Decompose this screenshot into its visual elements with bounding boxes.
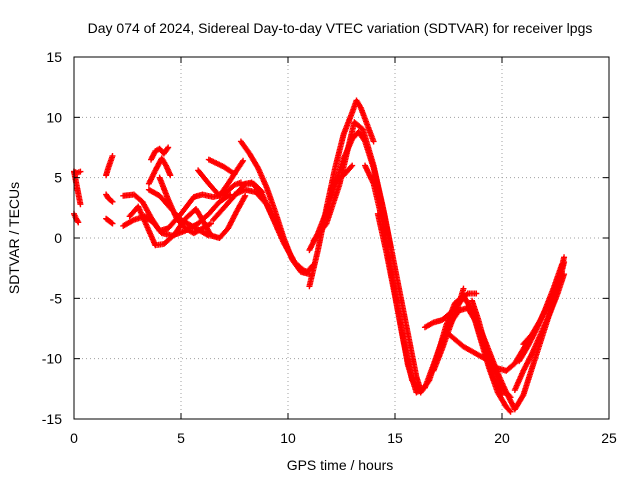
y-tick-label: 5 (54, 170, 62, 186)
data-point-2005 (507, 408, 514, 415)
data-point-1468 (348, 163, 355, 170)
data-point-55 (109, 198, 116, 205)
x-tick-label: 10 (280, 430, 296, 446)
data-point-27 (74, 218, 81, 225)
data-point-47 (109, 152, 116, 159)
grid-lines (74, 57, 609, 419)
data-point-471 (204, 231, 211, 238)
data-point-62 (109, 220, 116, 227)
data-point-527 (207, 220, 214, 227)
data-point-54 (108, 197, 115, 204)
y-tick-label: 10 (46, 109, 62, 125)
chart-title: Day 074 of 2024, Sidereal Day-to-day VTE… (88, 20, 593, 36)
x-tick-label: 15 (387, 430, 403, 446)
x-tick-label: 5 (177, 430, 185, 446)
y-tick-label: 0 (54, 230, 62, 246)
data-point-61 (108, 219, 115, 226)
data-point-2607 (561, 254, 568, 261)
y-tick-label: -10 (42, 351, 62, 367)
data-point-472 (205, 232, 212, 239)
x-tick-label: 20 (494, 430, 510, 446)
x-axis-label: GPS time / hours (287, 457, 394, 473)
data-point-594 (231, 171, 238, 178)
y-tick-label: -15 (42, 411, 62, 427)
data-point-2004 (506, 407, 513, 414)
y-tick-label: 15 (46, 49, 62, 65)
data-point-28 (75, 219, 82, 226)
axis-ticks: 0 5 10 15 20 25 -15 -10 -5 0 5 10 15 (42, 49, 617, 446)
data-point-391 (165, 144, 172, 151)
data-points (71, 97, 568, 415)
data-point-2040 (463, 291, 470, 298)
data-point-2102 (460, 285, 467, 292)
data-point-2046 (473, 290, 480, 297)
y-axis-label: SDTVAR / TECUs (6, 182, 22, 294)
data-point-1037 (370, 138, 377, 145)
data-point-422 (167, 172, 174, 179)
x-tick-label: 25 (601, 430, 617, 446)
y-tick-label: -5 (50, 290, 63, 306)
data-point-33 (77, 168, 84, 175)
data-point-390 (164, 145, 171, 152)
data-point-21 (77, 201, 84, 208)
x-tick-label: 0 (70, 430, 78, 446)
data-point-575 (240, 157, 247, 164)
data-point-372 (242, 192, 249, 199)
data-point-888 (300, 267, 307, 274)
data-point-889 (302, 268, 309, 275)
data-point-1469 (349, 162, 356, 169)
